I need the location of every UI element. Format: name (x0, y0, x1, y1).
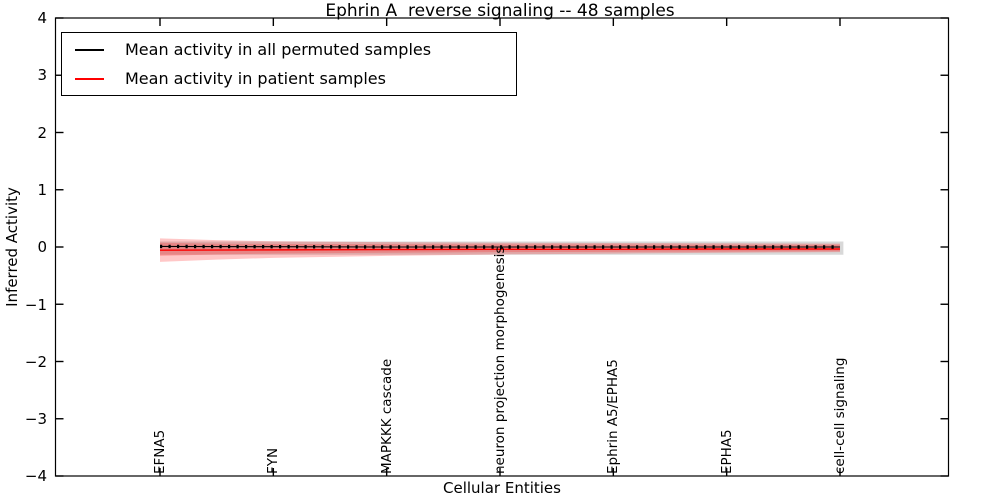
band-patient-samples-std-outer (160, 238, 840, 262)
legend-label: Mean activity in all permuted samples (125, 39, 432, 59)
x-tick-label-ephrin-a5: Ephrin A5/EPHA5 (605, 359, 621, 474)
y-tick-label: −2 (24, 353, 47, 371)
y-tick-label: 3 (37, 66, 47, 84)
y-tick-label: 1 (37, 181, 47, 199)
legend-entry-patient: Mean activity in patient samples (62, 69, 516, 89)
legend-line-black (75, 48, 104, 51)
legend-entry-permuted: Mean activity in all permuted samples (62, 40, 516, 60)
x-tick-label-fyn: FYN (265, 447, 281, 474)
y-tick-label: −1 (24, 296, 47, 314)
x-tick-label-efna5: EFNA5 (152, 429, 168, 474)
patient-mean-line (159, 248, 840, 251)
legend-label: Mean activity in patient samples (125, 68, 386, 88)
permuted-mean-markers (159, 244, 840, 249)
y-tick-label: 0 (37, 238, 47, 256)
x-tick-label-epha5: EPHA5 (719, 429, 735, 474)
x-tick-label-neuron: neuron projection morphogenesis (492, 246, 508, 474)
y-tick-label: −4 (24, 467, 47, 485)
y-axis-label: Inferred Activity (3, 187, 21, 307)
x-axis-label: Cellular Entities (443, 479, 561, 497)
x-tick-label-cell-cell: cell-cell signaling (832, 357, 848, 474)
legend-line-red (75, 77, 104, 80)
y-tick-label: 2 (37, 124, 47, 142)
y-tick-label: −3 (24, 410, 47, 428)
y-tick-label: 4 (37, 9, 47, 27)
x-tick-label-mapkkk: MAPKKK cascade (379, 358, 395, 474)
legend: Mean activity in all permuted samples Me… (61, 32, 517, 96)
chart-title: Ephrin A reverse signaling -- 48 samples (325, 1, 675, 21)
